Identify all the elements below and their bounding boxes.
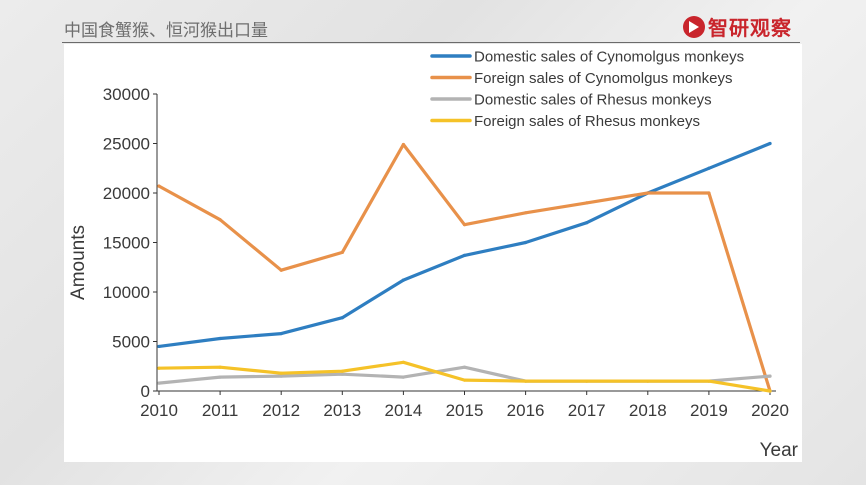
data-point [279,371,283,375]
data-point [768,141,772,146]
chart-series [157,141,772,393]
data-point [157,366,161,370]
y-axis-label: Amounts [68,225,89,300]
brand-name: 智研观察 [708,16,792,40]
data-point [768,374,772,378]
legend-label: Domestic sales of Rhesus monkeys [474,92,712,109]
data-point [707,166,711,170]
page-header: 中国食蟹猴、恒河猴出口量 智研观察 [62,8,800,43]
legend-label: Foreign sales of Rhesus monkeys [474,113,700,130]
x-tick-label: 2015 [446,401,484,420]
data-point [401,142,405,147]
data-point [585,221,589,225]
data-point [157,344,161,349]
data-point [218,336,222,341]
y-tick-label: 10000 [103,283,150,302]
x-tick-label: 2019 [690,401,728,420]
x-tick-label: 2010 [140,401,178,420]
data-point [340,250,344,254]
legend-label: Foreign sales of Cynomolgus monkeys [474,70,732,87]
data-point [401,375,405,379]
y-tick-label: 25000 [103,135,150,154]
play-circle-icon [683,15,705,38]
x-tick-label: 2014 [384,401,422,420]
page-title: 中国食蟹猴、恒河猴出口量 [64,21,268,41]
data-point [462,365,467,369]
data-point [340,369,344,373]
data-point [157,381,161,385]
y-tick-label: 15000 [103,234,150,253]
data-point [524,211,528,215]
data-point [646,191,650,195]
y-tick-label: 30000 [103,85,150,104]
x-tick-label: 2017 [568,401,606,420]
y-tick-label: 20000 [103,184,150,203]
x-tick-label: 2016 [507,401,545,420]
y-tick-label: 5000 [112,333,150,352]
data-point [401,278,405,282]
data-point [340,316,344,320]
x-axis-label: Year [760,440,799,461]
data-point [524,240,528,245]
data-point [768,389,772,393]
data-point [462,253,467,257]
data-point [279,374,283,378]
chart-axes: 0 5000 10000 15000 20000 25000 30000 2010 2011 20… [68,85,799,461]
data-point [401,360,405,364]
data-point [524,379,528,383]
y-tick-label: 0 [141,382,150,401]
brand-logo: 智研观察 [683,12,792,41]
data-point [462,378,467,382]
data-point [157,184,161,188]
data-point [585,201,589,205]
x-tick-label: 2018 [629,401,667,420]
x-tick-label: 2020 [751,401,789,420]
data-point [462,223,467,227]
chart-panel: 0 5000 10000 15000 20000 25000 30000 2010 2011 20… [64,44,802,462]
x-tick-label: 2011 [202,401,239,420]
data-point [585,379,589,383]
data-point [279,331,283,336]
data-point [340,372,344,376]
data-point [218,365,222,369]
x-tick-label: 2012 [262,401,300,420]
data-point [646,379,650,383]
data-point [279,268,283,272]
chart-legend: Domestic sales of Cynomolgus monkeys Fore… [430,49,744,130]
x-tick-label: 2013 [323,401,361,420]
data-point [707,379,711,383]
data-point [218,218,222,222]
data-point [218,375,222,379]
legend-label: Domestic sales of Cynomolgus monkeys [474,49,744,66]
line-chart: 0 5000 10000 15000 20000 25000 30000 2010 2011 20… [68,49,799,462]
data-point [707,191,711,195]
